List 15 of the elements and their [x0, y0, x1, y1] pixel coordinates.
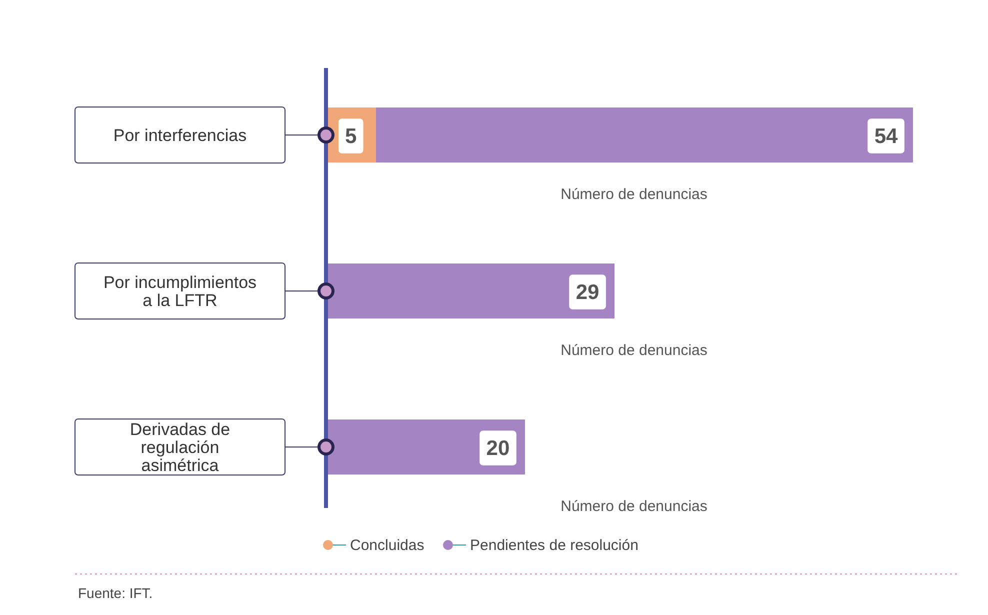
x-axis-title: Número de denuncias — [560, 186, 708, 203]
data-label: 5 — [345, 125, 358, 148]
bar — [376, 108, 913, 162]
source-note: Fuente: IFT. — [78, 585, 153, 601]
data-label: 54 — [874, 125, 898, 148]
data-label: 29 — [576, 281, 600, 304]
text: Número de denuncias — [560, 498, 708, 515]
legend-label: Concluidas — [350, 537, 424, 554]
text: Número de denuncias — [560, 342, 708, 359]
y-tick-label: Por incumplimientos a la LFTR — [103, 273, 257, 310]
legend-label: Pendientes de resolución — [470, 537, 638, 554]
y-tick-label: Por interferencias — [113, 126, 247, 145]
data-label: 20 — [486, 437, 510, 460]
y-tick-label: Derivadas de regulación asimétrica — [130, 420, 230, 475]
bar — [326, 264, 615, 318]
